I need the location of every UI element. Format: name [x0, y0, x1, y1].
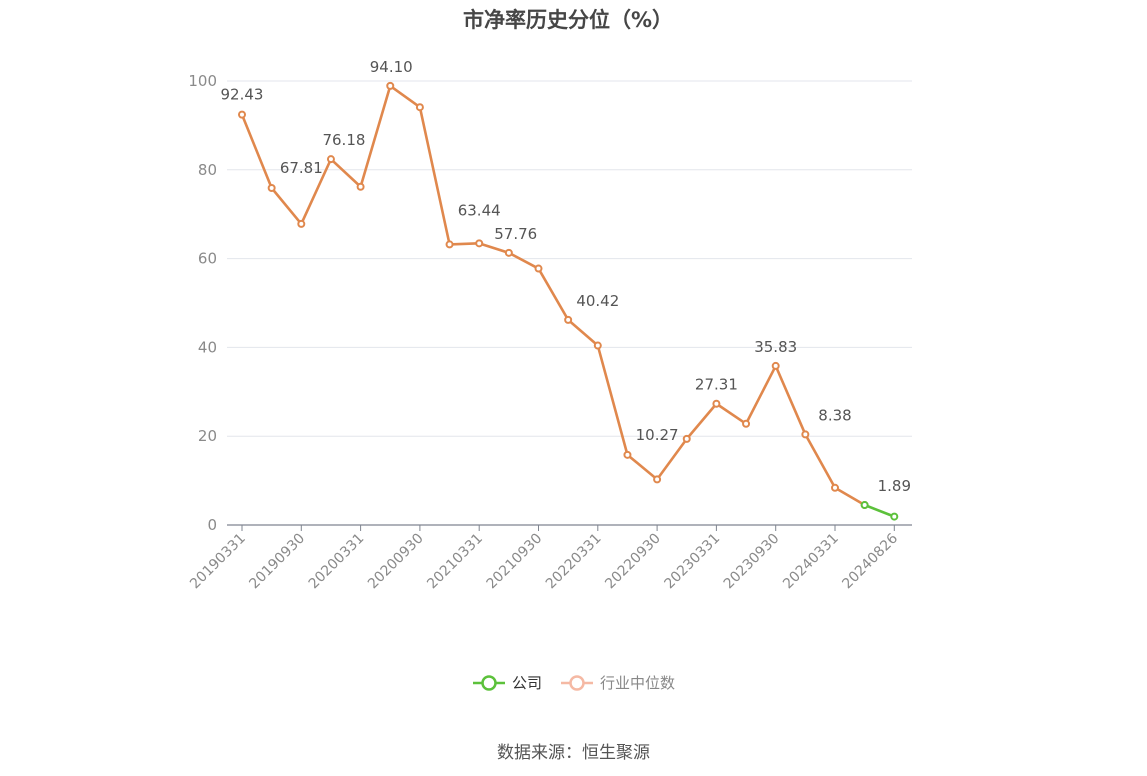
y-tick-label: 40: [198, 338, 217, 356]
data-label: 10.27: [636, 426, 679, 444]
data-point-industry: [682, 434, 691, 443]
data-point-company: [860, 501, 869, 510]
x-tick-label: 20210331: [424, 531, 486, 593]
data-point-industry: [712, 399, 721, 408]
y-tick-label: 100: [188, 72, 217, 90]
x-tick-label: 20220331: [543, 531, 605, 593]
x-tick-label: 20220930: [602, 531, 664, 593]
data-label: 27.31: [695, 376, 738, 394]
x-tick-label: 20190930: [246, 531, 308, 593]
data-label: 40.42: [576, 292, 619, 310]
data-point-industry: [356, 182, 365, 191]
data-point-industry: [831, 483, 839, 492]
data-point-industry: [534, 264, 543, 273]
legend-label-industry: 行业中位数: [600, 674, 676, 692]
data-point-industry: [801, 430, 810, 439]
x-tick-label: 20200930: [365, 531, 427, 593]
data-point-industry: [564, 315, 573, 324]
data-label: 8.38: [818, 406, 851, 424]
data-point-industry: [504, 248, 513, 257]
legend-item-company[interactable]: 公司: [472, 672, 542, 693]
x-tick-label: 20230930: [721, 531, 783, 593]
y-tick-label: 20: [198, 427, 217, 445]
legend-marker-company: [472, 674, 505, 691]
data-point-industry: [623, 450, 632, 459]
data-point-industry: [445, 240, 454, 249]
legend-item-industry[interactable]: 行业中位数: [560, 672, 675, 693]
data-point-industry: [326, 155, 335, 164]
data-label: 57.76: [494, 225, 537, 243]
series-line-company: [864, 503, 895, 518]
x-tick-label: 20190331: [187, 531, 249, 593]
data-label: 35.83: [754, 338, 797, 356]
x-tick-label: 20210930: [484, 531, 546, 593]
series-line-industry: [240, 84, 866, 507]
data-label: 94.10: [370, 58, 413, 76]
data-point-industry: [593, 341, 602, 350]
y-tick-label: 60: [198, 250, 217, 268]
data-point-industry: [238, 110, 246, 119]
x-tick-label: 20240331: [780, 531, 842, 593]
data-point-industry: [742, 419, 751, 428]
data-label: 63.44: [458, 201, 501, 219]
legend-marker-industry: [561, 674, 593, 691]
data-point-industry: [267, 184, 276, 193]
data-label: 92.43: [221, 86, 264, 104]
data-point-industry: [386, 81, 395, 90]
data-label: 67.81: [280, 159, 323, 177]
line-chart: 0 20 40 60 80 100 2019033120190930202003312020…: [187, 58, 912, 593]
x-tick-label: 20240826: [839, 530, 901, 592]
y-tick-label: 0: [207, 516, 217, 534]
data-label: 1.89: [878, 477, 911, 495]
legend-label-company: 公司: [511, 674, 542, 692]
y-tick-label: 80: [198, 161, 217, 179]
data-point-industry: [297, 219, 306, 228]
chart-title: 市净率历史分位（%）: [462, 8, 674, 32]
data-point-industry: [653, 475, 662, 484]
source-note: 数据来源：恒生聚源: [497, 743, 650, 763]
legend: 公司 行业中位数: [0, 672, 1147, 693]
data-point-industry: [415, 103, 424, 112]
data-label: 76.18: [322, 131, 365, 149]
x-tick-label: 20200331: [306, 531, 368, 593]
data-point-industry: [771, 361, 780, 370]
data-point-industry: [475, 239, 484, 248]
x-tick-label: 20230331: [662, 531, 724, 593]
data-point-company: [890, 512, 899, 521]
